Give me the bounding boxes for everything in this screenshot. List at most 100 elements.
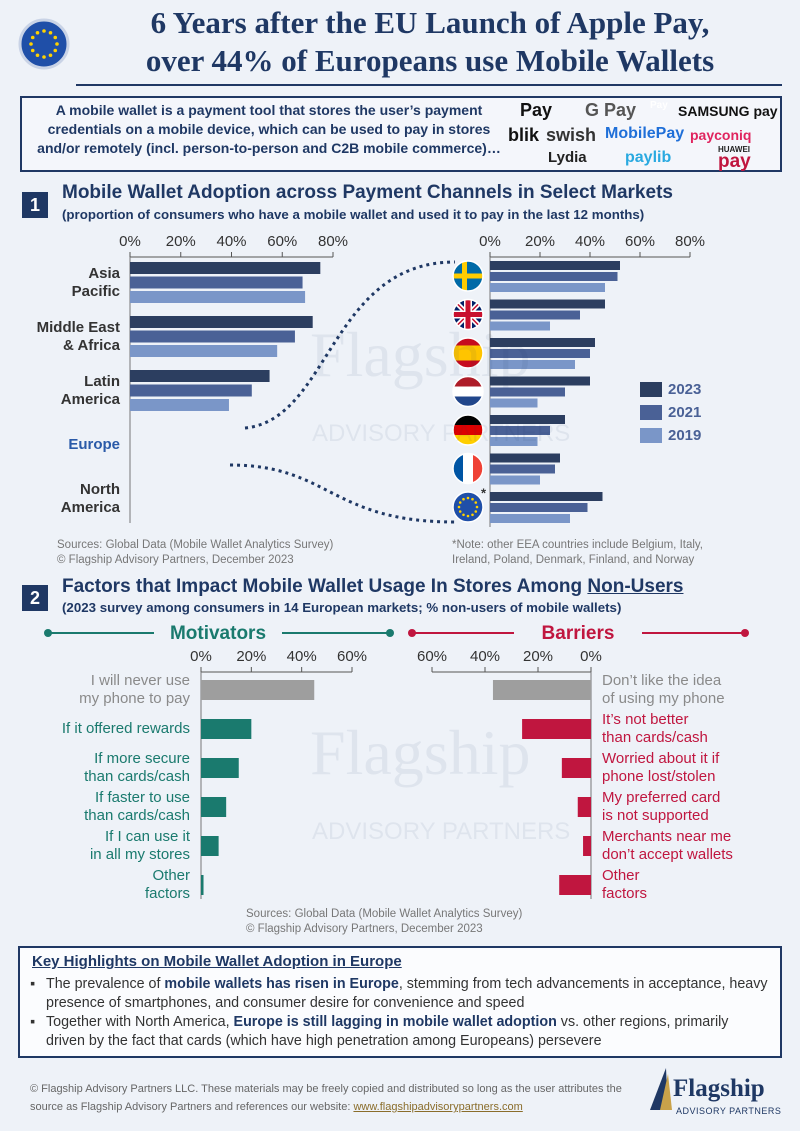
bullet: Together with North America, Europe is s… [30,1013,770,1051]
bar [490,349,590,358]
bar [490,387,565,397]
category-label: If more secure than cards/cash [84,750,190,785]
legend-label: 2019 [668,427,701,444]
bar [130,276,303,289]
logo: HUAWEI [718,145,750,154]
category-label: It’s not better than cards/cash [602,711,708,746]
rule-dot [44,629,52,637]
legend-label: 2021 [668,404,701,421]
flag-part [458,501,462,504]
watermark: Flagship [310,717,531,788]
flag-part [453,425,483,435]
bar [130,399,229,411]
logo: pay [718,151,751,172]
x-tick-label: 0% [479,233,501,250]
bar [201,797,227,817]
title-line: over 44% of Europeans use Mobile Wallets [145,43,715,78]
bar [577,797,591,817]
logo-mark [660,1074,672,1110]
source-line: © Flagship Advisory Partners, December 2… [57,554,294,566]
bar [490,261,620,270]
bar [490,360,575,369]
flag-part [462,513,465,517]
x-tick-label: 0% [580,648,602,665]
flag-marker: * [481,485,487,500]
bar [490,492,603,501]
bar [490,426,550,435]
category-label: If I can use it in all my stores [89,828,190,863]
bar [490,514,570,523]
bar [201,719,252,739]
bullet: The prevalence of mobile wallets has ris… [30,975,770,1013]
connector [229,463,456,524]
intro-box [20,96,782,172]
category-label: If faster to use than cards/cash [84,789,190,824]
section-number: 1 [22,192,48,218]
x-tick-label: 60% [267,233,297,250]
category-label: Worried about it if phone lost/stolen [602,750,720,785]
footer-logo-sub: ADVISORY PARTNERS [676,1106,782,1116]
intro-text: A mobile wallet is a payment tool that s… [37,102,501,156]
bar [490,398,538,408]
logo: Lydia [548,149,587,166]
legend-swatch [640,382,662,397]
bar [583,836,591,856]
bar [492,680,591,700]
eu-star [35,30,40,35]
flag-ring [452,452,484,485]
flag-part [473,453,483,484]
category-label: Europe [68,435,120,453]
flag [453,492,483,522]
logo: G Pay [585,100,637,120]
footer-text: © Flagship Advisory Partners LLC. These … [30,1080,650,1116]
bar [490,453,560,463]
flag-part [458,510,462,513]
footer-link[interactable]: www.flagshipadvisorypartners.com [353,1101,523,1113]
category-label: Merchants near me don’t accept wallets [602,828,733,863]
sources: Sources: Global Data (Mobile Wallet Anal… [57,538,333,568]
flag-ring [452,298,484,331]
category-label: Latin America [60,372,120,408]
bar [201,875,204,895]
category-label: Middle East & Africa [36,318,120,354]
logo: paylib [625,149,672,166]
chart-title: Barriers [542,623,615,644]
flag-part [453,273,483,279]
eu-star [35,53,40,58]
rule-dot [741,629,749,637]
rule-dot [386,629,394,637]
flag-part [453,453,463,484]
x-tick-label: 20% [166,233,196,250]
title-line: 6 Years after the EU Launch of Apple Pay… [150,5,710,40]
flag-part [466,514,470,518]
flag-ring [452,260,484,292]
flag-part [462,497,465,501]
bar [490,464,555,474]
highlights-title: Key Highlights on Mobile Wallet Adoption… [32,953,402,970]
x-tick-label: 20% [525,233,555,250]
bar [201,680,315,700]
bar [490,310,580,320]
flag-part [465,299,471,330]
legend-swatch [640,428,662,443]
flag [453,453,483,484]
bar [490,503,588,512]
bar [490,338,595,347]
watermark: Flagship [310,319,531,390]
bar [490,321,550,331]
bar [490,415,565,424]
title-part: Factors that Impact Mobile Wallet Usage … [62,576,588,597]
flag-part [466,496,470,500]
eu-star [53,48,58,53]
title-bg [514,620,642,646]
bar [490,437,538,446]
eu-star [48,30,53,35]
bar [490,299,605,309]
flag-part [453,386,483,397]
flag-ring [452,337,484,369]
flag-part [474,510,478,513]
x-tick-label: 20% [523,648,553,665]
flag [453,338,483,368]
x-tick-label: 40% [470,648,500,665]
